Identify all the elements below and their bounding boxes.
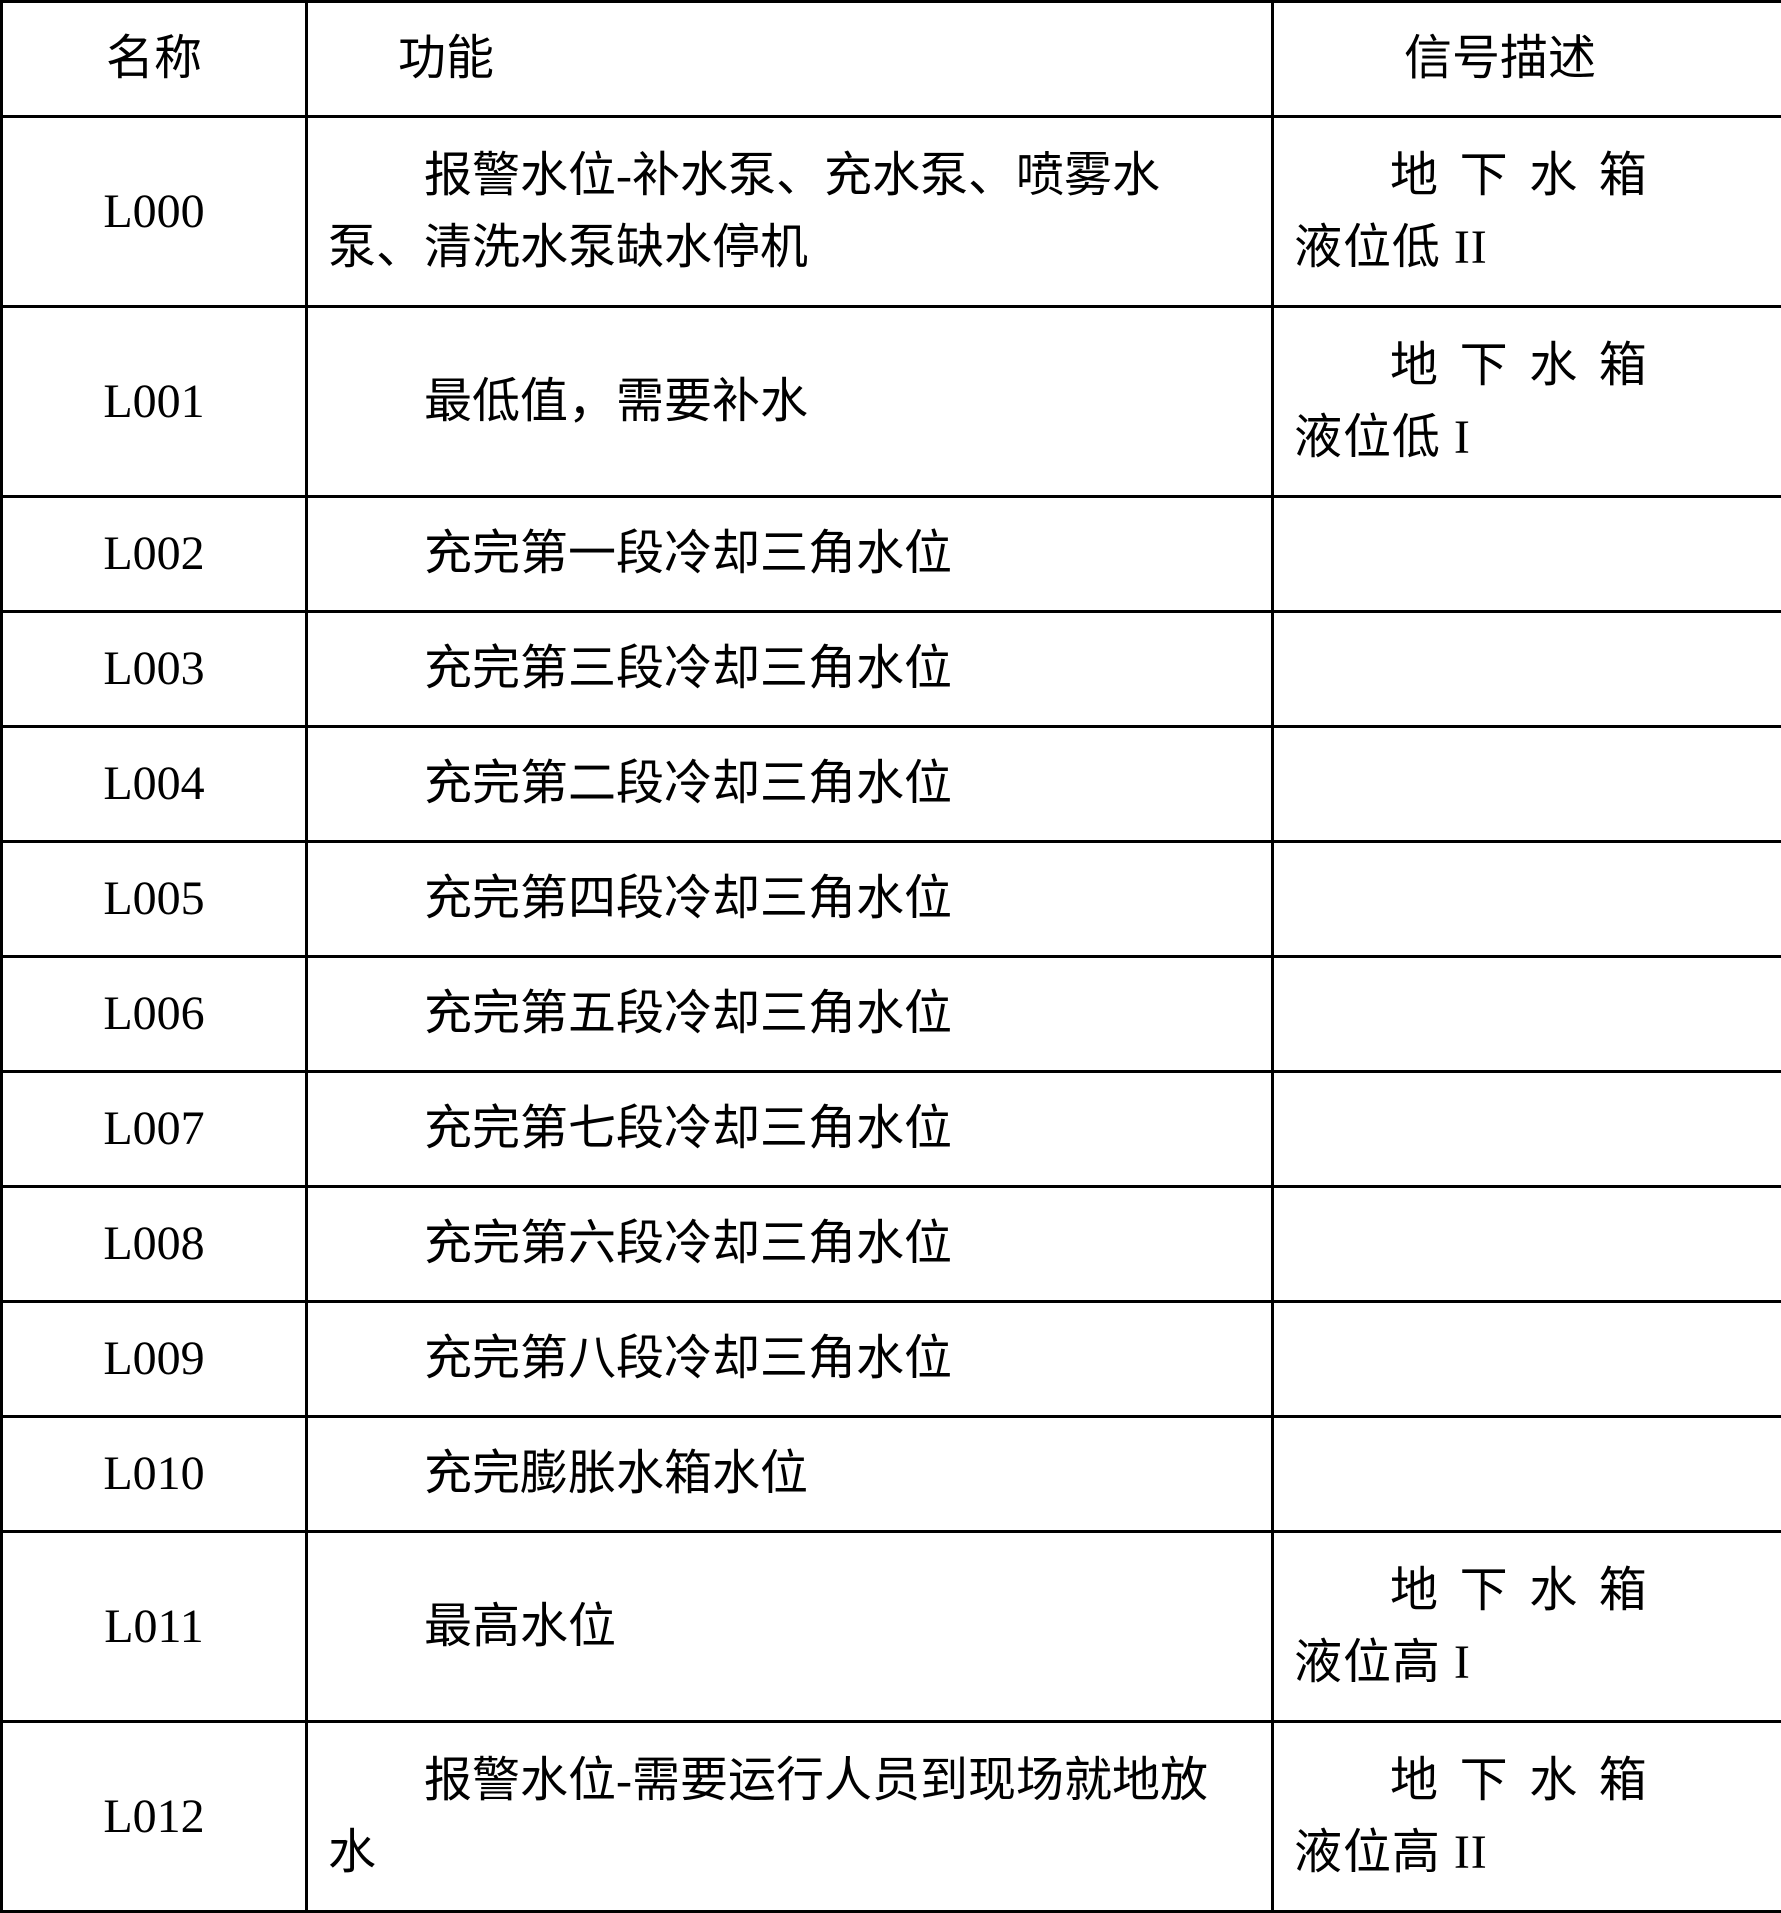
table-row: L003 充完第三段冷却三角水位 (2, 612, 1781, 727)
cell-sig (1273, 1417, 1781, 1532)
cell-func: 报警水位-需要运行人员到现场就地放水 (307, 1722, 1273, 1912)
cell-func: 充完膨胀水箱水位 (307, 1417, 1273, 1532)
sig-line1: 地下水箱 (1294, 1555, 1761, 1627)
cell-sig: 地下水箱液位高 I (1273, 1532, 1781, 1722)
cell-sig (1273, 1187, 1781, 1302)
cell-name: L004 (2, 727, 307, 842)
table-row: L008 充完第六段冷却三角水位 (2, 1187, 1781, 1302)
name-value: L001 (103, 375, 204, 428)
func-value: 报警水位-补水泵、充水泵、喷雾水泵、清洗水泵缺水停机 (328, 140, 1251, 284)
sig-line2: 液位高 II (1294, 1817, 1761, 1889)
func-value: 充完第三段冷却三角水位 (328, 633, 1251, 705)
func-value: 充完第一段冷却三角水位 (328, 518, 1251, 590)
cell-func: 最低值，需要补水 (307, 307, 1273, 497)
func-value: 充完第二段冷却三角水位 (328, 748, 1251, 820)
cell-sig (1273, 727, 1781, 842)
sig-line1: 地下水箱 (1294, 140, 1761, 212)
name-value: L012 (103, 1790, 204, 1843)
cell-name: L008 (2, 1187, 307, 1302)
cell-name: L000 (2, 117, 307, 307)
cell-name: L012 (2, 1722, 307, 1912)
name-value: L009 (103, 1332, 204, 1385)
name-value: L006 (103, 987, 204, 1040)
table-row: L011 最高水位地下水箱液位高 I (2, 1532, 1781, 1722)
cell-name: L006 (2, 957, 307, 1072)
name-value: L002 (103, 527, 204, 580)
cell-sig (1273, 957, 1781, 1072)
func-value: 充完第六段冷却三角水位 (328, 1208, 1251, 1280)
table-row: L010 充完膨胀水箱水位 (2, 1417, 1781, 1532)
cell-func: 充完第六段冷却三角水位 (307, 1187, 1273, 1302)
func-value: 最低值，需要补水 (328, 366, 1251, 438)
header-sig: 信号描述 (1273, 2, 1781, 117)
cell-name: L001 (2, 307, 307, 497)
name-value: L010 (103, 1447, 204, 1500)
cell-func: 充完第一段冷却三角水位 (307, 497, 1273, 612)
name-value: L000 (103, 185, 204, 238)
table-row: L012 报警水位-需要运行人员到现场就地放水地下水箱液位高 II (2, 1722, 1781, 1912)
header-func-label: 功能 (398, 32, 494, 85)
table-row: L002 充完第一段冷却三角水位 (2, 497, 1781, 612)
sig-line2: 液位高 I (1294, 1627, 1761, 1699)
table-row: L004 充完第二段冷却三角水位 (2, 727, 1781, 842)
func-value: 充完第四段冷却三角水位 (328, 863, 1251, 935)
table-row: L007 充完第七段冷却三角水位 (2, 1072, 1781, 1187)
table-row: L005 充完第四段冷却三角水位 (2, 842, 1781, 957)
name-value: L008 (103, 1217, 204, 1270)
name-value: L007 (103, 1102, 204, 1155)
header-func: 功能 (307, 2, 1273, 117)
func-value: 充完第五段冷却三角水位 (328, 978, 1251, 1050)
cell-name: L002 (2, 497, 307, 612)
name-value: L004 (103, 757, 204, 810)
header-name: 名称 (2, 2, 307, 117)
func-value: 充完第八段冷却三角水位 (328, 1323, 1251, 1395)
sig-line2: 液位低 II (1294, 212, 1761, 284)
cell-func: 充完第三段冷却三角水位 (307, 612, 1273, 727)
cell-func: 报警水位-补水泵、充水泵、喷雾水泵、清洗水泵缺水停机 (307, 117, 1273, 307)
cell-sig (1273, 1302, 1781, 1417)
cell-name: L010 (2, 1417, 307, 1532)
name-value: L005 (103, 872, 204, 925)
table-row: L009 充完第八段冷却三角水位 (2, 1302, 1781, 1417)
page-container: 名称 功能 信号描述 L000 报警水位-补水泵、充水泵、喷雾水泵、清洗水泵缺水停… (0, 0, 1781, 1913)
cell-func: 充完第八段冷却三角水位 (307, 1302, 1273, 1417)
table-header-row: 名称 功能 信号描述 (2, 2, 1781, 117)
table-row: L000 报警水位-补水泵、充水泵、喷雾水泵、清洗水泵缺水停机地下水箱液位低 II (2, 117, 1781, 307)
name-value: L003 (103, 642, 204, 695)
name-value: L011 (104, 1600, 204, 1653)
func-value: 报警水位-需要运行人员到现场就地放水 (328, 1745, 1251, 1889)
cell-func: 最高水位 (307, 1532, 1273, 1722)
cell-name: L003 (2, 612, 307, 727)
func-value: 充完第七段冷却三角水位 (328, 1093, 1251, 1165)
cell-sig (1273, 612, 1781, 727)
sig-line1: 地下水箱 (1294, 1745, 1761, 1817)
cell-func: 充完第七段冷却三角水位 (307, 1072, 1273, 1187)
cell-sig: 地下水箱液位低 II (1273, 117, 1781, 307)
cell-func: 充完第五段冷却三角水位 (307, 957, 1273, 1072)
func-value: 充完膨胀水箱水位 (328, 1438, 1251, 1510)
header-name-label: 名称 (106, 32, 202, 85)
table-row: L001 最低值，需要补水地下水箱液位低 I (2, 307, 1781, 497)
cell-func: 充完第二段冷却三角水位 (307, 727, 1273, 842)
cell-func: 充完第四段冷却三角水位 (307, 842, 1273, 957)
cell-sig (1273, 842, 1781, 957)
cell-sig (1273, 497, 1781, 612)
header-sig-label: 信号描述 (1404, 32, 1596, 85)
cell-name: L011 (2, 1532, 307, 1722)
table-row: L006 充完第五段冷却三角水位 (2, 957, 1781, 1072)
sig-line2: 液位低 I (1294, 402, 1761, 474)
table-body: 名称 功能 信号描述 L000 报警水位-补水泵、充水泵、喷雾水泵、清洗水泵缺水停… (2, 2, 1781, 1912)
water-level-table: 名称 功能 信号描述 L000 报警水位-补水泵、充水泵、喷雾水泵、清洗水泵缺水停… (0, 0, 1781, 1913)
cell-name: L005 (2, 842, 307, 957)
cell-sig: 地下水箱液位高 II (1273, 1722, 1781, 1912)
cell-sig (1273, 1072, 1781, 1187)
func-value: 最高水位 (328, 1591, 1251, 1663)
cell-name: L009 (2, 1302, 307, 1417)
sig-line1: 地下水箱 (1294, 330, 1761, 402)
cell-sig: 地下水箱液位低 I (1273, 307, 1781, 497)
cell-name: L007 (2, 1072, 307, 1187)
